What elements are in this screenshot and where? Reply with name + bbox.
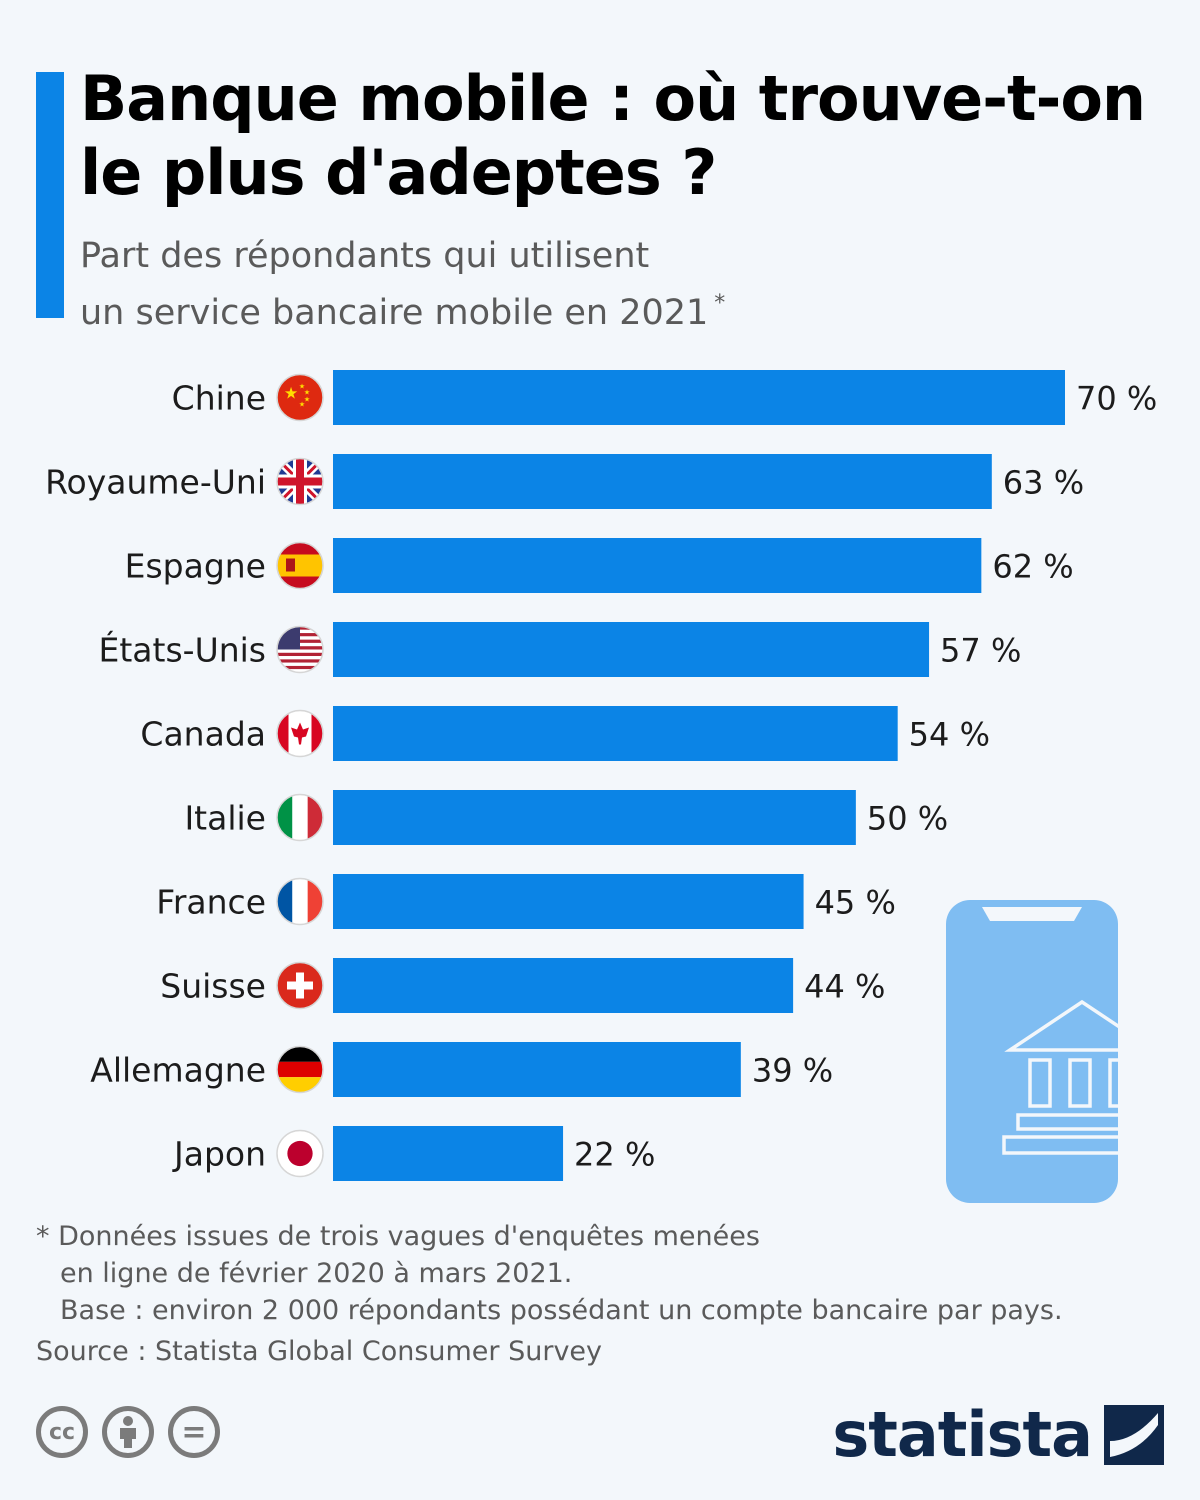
bar: [333, 454, 992, 509]
footnote: * Données issues de trois vagues d'enquê…: [36, 1218, 1176, 1329]
category-label: France: [156, 883, 266, 922]
flag-japan-icon: [276, 1129, 324, 1178]
value-label: 44 %: [804, 968, 885, 1006]
flag-spain-icon: [276, 541, 324, 590]
svg-text:★: ★: [304, 396, 310, 404]
value-label: 57 %: [940, 632, 1021, 670]
value-label: 63 %: [1003, 464, 1084, 502]
svg-text:★: ★: [304, 389, 310, 397]
category-label: États-Unis: [99, 630, 266, 670]
brand-name: statista: [832, 1398, 1093, 1471]
value-label: 62 %: [992, 548, 1073, 586]
flag-germany-icon: [276, 1045, 324, 1094]
category-label: Italie: [184, 799, 266, 838]
bar-chart: Chine ★ ★★★★ 70 %Royaume-Uni 63 %Espagne 62 %…: [45, 370, 1157, 1181]
license-icons: cc =: [36, 1406, 220, 1458]
category-label: Allemagne: [90, 1051, 266, 1090]
bar: [333, 622, 930, 677]
bar: [333, 874, 804, 929]
svg-text:★: ★: [299, 383, 305, 391]
category-label: Espagne: [125, 547, 266, 586]
category-label: Canada: [140, 715, 266, 754]
attribution-icon[interactable]: [102, 1406, 154, 1458]
footnote-line-2: en ligne de février 2020 à mars 2021.: [60, 1258, 573, 1289]
value-label: 54 %: [909, 716, 990, 754]
mobile-bank-icon: [946, 900, 1160, 1203]
bar: [333, 1042, 741, 1097]
title-accent-bar: [36, 72, 64, 318]
flag-italy-icon: [276, 793, 324, 842]
category-label: Japon: [172, 1135, 266, 1174]
value-label: 39 %: [752, 1052, 833, 1090]
bar: [333, 790, 856, 845]
subtitle-footnote-mark: *: [714, 291, 726, 316]
value-label: 22 %: [574, 1136, 655, 1174]
category-label: Suisse: [160, 967, 266, 1006]
page-subtitle: Part des répondants qui utilisent un ser…: [80, 232, 980, 337]
category-label: Chine: [172, 379, 266, 418]
source-text: Source : Statista Global Consumer Survey: [36, 1336, 603, 1367]
subtitle-line-2: un service bancaire mobile en 2021: [80, 293, 709, 333]
subtitle-line-1: Part des répondants qui utilisent: [80, 236, 650, 276]
value-label: 70 %: [1076, 380, 1157, 418]
svg-text:★: ★: [299, 401, 305, 409]
bar: [333, 538, 982, 593]
statista-brand[interactable]: statista: [832, 1398, 1164, 1471]
bar: [333, 1126, 564, 1181]
creative-commons-icon[interactable]: cc: [36, 1406, 88, 1458]
svg-text:★: ★: [284, 384, 298, 403]
footnote-line-3: Base : environ 2 000 répondants possédan…: [60, 1295, 1063, 1326]
flag-canada-icon: [276, 709, 324, 758]
bar: [333, 958, 794, 1013]
flag-china-icon: ★ ★★★★: [276, 373, 324, 422]
flag-united-states-icon: [276, 625, 324, 674]
footnote-line-1: * Données issues de trois vagues d'enquê…: [36, 1221, 760, 1252]
category-label: Royaume-Uni: [45, 463, 266, 502]
no-derivatives-icon[interactable]: =: [168, 1406, 220, 1458]
flag-switzerland-icon: [276, 961, 324, 1010]
value-label: 45 %: [815, 884, 896, 922]
flag-united-kingdom-icon: [276, 457, 324, 506]
statista-logo-icon: [1104, 1404, 1164, 1465]
bar: [333, 706, 898, 761]
flag-france-icon: [276, 877, 324, 926]
bar: [333, 370, 1065, 425]
page-title: Banque mobile : où trouve-t-on le plus d…: [80, 62, 1146, 209]
value-label: 50 %: [867, 800, 948, 838]
